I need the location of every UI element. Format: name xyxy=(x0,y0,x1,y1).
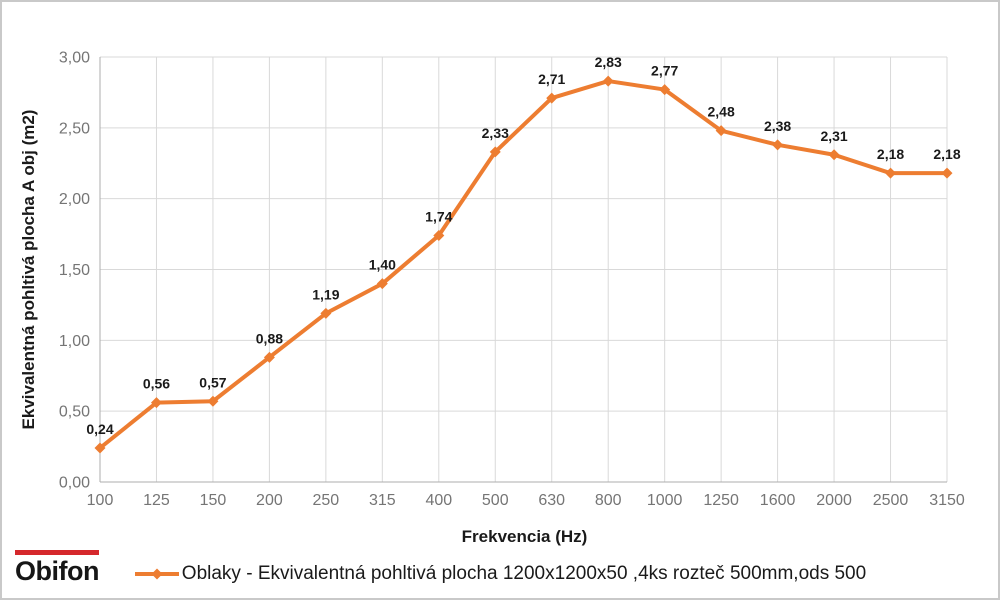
obifon-logo: Obifon xyxy=(15,550,99,585)
svg-text:1,00: 1,00 xyxy=(59,333,90,350)
svg-text:0,57: 0,57 xyxy=(199,374,226,390)
svg-text:2,18: 2,18 xyxy=(877,146,904,162)
svg-text:3150: 3150 xyxy=(929,492,965,509)
svg-text:1,74: 1,74 xyxy=(425,209,452,225)
svg-text:2,77: 2,77 xyxy=(651,63,678,79)
svg-text:125: 125 xyxy=(143,492,170,509)
svg-text:1,50: 1,50 xyxy=(59,262,90,279)
svg-text:100: 100 xyxy=(87,492,114,509)
line-chart-canvas: 0,00 0,50 1,00 1,50 2,00 2,50 3,00 100 125 150 200… xyxy=(19,50,965,547)
svg-text:Frekvencia (Hz): Frekvencia (Hz) xyxy=(462,527,588,546)
svg-text:2,83: 2,83 xyxy=(595,54,622,70)
svg-text:2,38: 2,38 xyxy=(764,118,791,134)
svg-text:400: 400 xyxy=(425,492,452,509)
svg-text:2,00: 2,00 xyxy=(59,191,90,208)
svg-text:0,00: 0,00 xyxy=(59,475,90,492)
svg-text:500: 500 xyxy=(482,492,509,509)
svg-text:315: 315 xyxy=(369,492,396,509)
svg-text:630: 630 xyxy=(538,492,565,509)
svg-text:250: 250 xyxy=(313,492,340,509)
legend-series-label: Oblaky - Ekvivalentná pohltivá plocha 12… xyxy=(181,563,867,584)
svg-text:2,33: 2,33 xyxy=(482,125,509,141)
svg-text:1,40: 1,40 xyxy=(369,257,396,273)
svg-text:0,88: 0,88 xyxy=(256,330,283,346)
svg-text:800: 800 xyxy=(595,492,622,509)
svg-text:3,00: 3,00 xyxy=(59,50,90,67)
obifon-logo-text: Obifon xyxy=(15,550,99,585)
svg-text:0,50: 0,50 xyxy=(59,404,90,421)
svg-text:1250: 1250 xyxy=(703,492,739,509)
svg-text:Ekvivalentná pohltivá plocha A: Ekvivalentná pohltivá plocha A obj (m2) xyxy=(19,110,38,430)
svg-text:1600: 1600 xyxy=(760,492,796,509)
series-marker-icon xyxy=(134,568,179,580)
chart-legend: Oblaky - Ekvivalentná pohltivá plocha 12… xyxy=(2,559,998,589)
svg-text:1000: 1000 xyxy=(647,492,683,509)
svg-text:1,19: 1,19 xyxy=(312,286,339,302)
svg-text:150: 150 xyxy=(200,492,227,509)
svg-text:2,18: 2,18 xyxy=(933,146,960,162)
svg-text:2,71: 2,71 xyxy=(538,71,565,87)
svg-text:2,50: 2,50 xyxy=(59,120,90,137)
svg-text:2,31: 2,31 xyxy=(820,128,847,144)
svg-text:200: 200 xyxy=(256,492,283,509)
svg-text:2,48: 2,48 xyxy=(708,104,735,120)
svg-text:2500: 2500 xyxy=(873,492,909,509)
svg-text:0,24: 0,24 xyxy=(86,421,113,437)
svg-text:0,56: 0,56 xyxy=(143,376,170,392)
svg-text:2000: 2000 xyxy=(816,492,852,509)
